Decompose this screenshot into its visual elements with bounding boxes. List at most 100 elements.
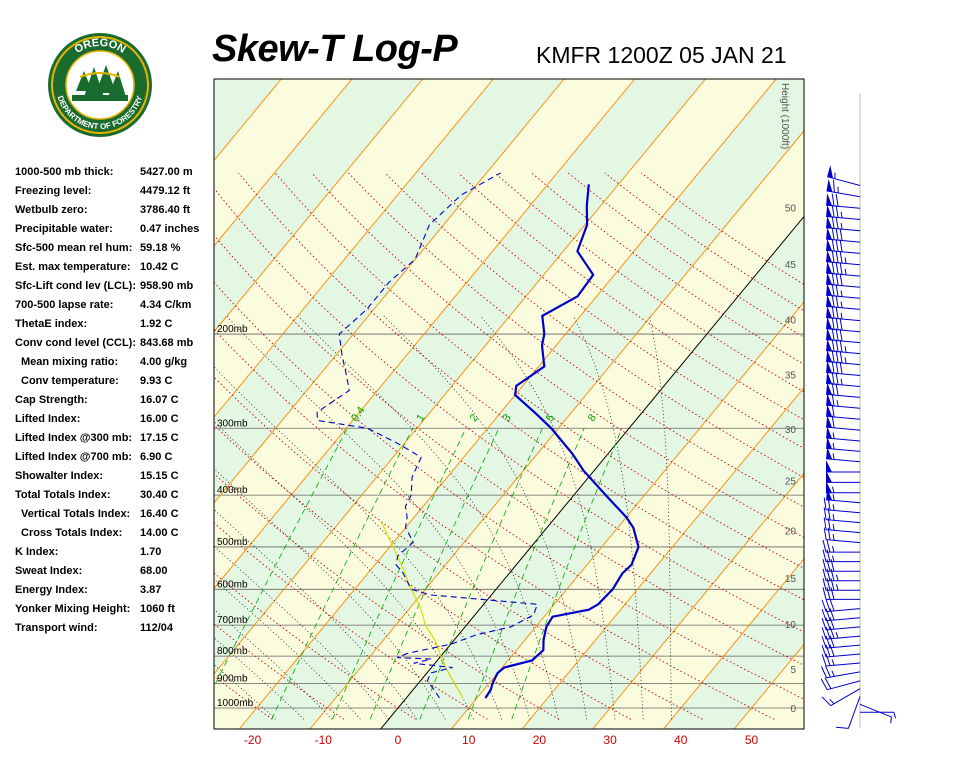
index-label: Cross Totals Index: <box>21 527 123 539</box>
index-label: Energy Index: <box>15 584 88 596</box>
height-tick-label: 0 <box>790 704 796 715</box>
index-value: 1.92 C <box>140 318 173 330</box>
index-label: Transport wind: <box>15 622 98 634</box>
index-label: Precipitable water: <box>15 223 113 235</box>
wind-barb <box>826 349 861 366</box>
isotherm-line <box>238 79 777 729</box>
index-value: 10.42 C <box>140 261 179 273</box>
dry-adiabat <box>214 522 488 720</box>
index-label: Freezing level: <box>15 185 92 197</box>
wind-barb <box>826 460 860 473</box>
index-value: 958.90 mb <box>140 280 194 292</box>
index-label: Est. max temperature: <box>15 261 131 273</box>
moist-adiabat <box>214 509 418 720</box>
dry-adiabat <box>274 172 804 569</box>
mixing-ratio-line <box>369 428 500 720</box>
freezing-isotherm <box>380 215 804 729</box>
x-tick-label: 30 <box>603 733 617 747</box>
pressure-label: 600mb <box>217 579 248 590</box>
isotherm-line <box>309 130 804 729</box>
x-tick-label: -20 <box>244 733 262 747</box>
wind-barb <box>826 227 861 243</box>
station-label: KMFR 1200Z 05 JAN 21 <box>536 42 787 68</box>
index-value: 30.40 C <box>140 489 179 501</box>
pressure-label: 700mb <box>217 615 248 626</box>
x-tick-label: 0 <box>395 733 402 747</box>
wind-barb <box>826 371 861 387</box>
pressure-label: 500mb <box>217 537 248 548</box>
index-label: Lifted Index: <box>15 413 81 425</box>
temperature-band <box>0 79 69 729</box>
pressure-label: 900mb <box>217 674 248 685</box>
wind-barb <box>821 644 861 658</box>
pressure-label: 800mb <box>217 646 248 657</box>
isotherm-line <box>214 79 424 333</box>
dry-adiabat <box>0 173 129 719</box>
mixing-ratio-label: 5 <box>544 412 557 424</box>
index-value: 5427.00 m <box>140 166 193 178</box>
dry-adiabat <box>214 281 804 700</box>
wind-barb <box>826 179 861 198</box>
dry-adiabat <box>214 187 804 633</box>
temperature-band <box>214 79 777 729</box>
index-value: 1060 ft <box>140 603 175 615</box>
index-label: Lifted Index @700 mb: <box>15 451 133 463</box>
wind-barb <box>823 527 861 544</box>
index-label: Conv temperature: <box>21 375 119 387</box>
index-label: Vertical Totals Index: <box>21 508 131 520</box>
isotherm-line <box>451 301 804 729</box>
index-label: Sfc-500 mean rel hum: <box>15 242 133 254</box>
mixing-ratio-line <box>467 428 585 720</box>
wind-barb <box>859 703 892 724</box>
wind-barb <box>826 204 861 220</box>
wind-barb <box>826 360 861 376</box>
index-value: 112/04 <box>140 622 174 634</box>
temperature-band <box>239 79 804 729</box>
mixing-ratio-line <box>332 428 467 720</box>
wind-barb <box>836 696 861 729</box>
plot-frame <box>213 78 805 730</box>
wind-barb <box>826 305 861 322</box>
svg-text:OREGON: OREGON <box>73 37 128 56</box>
pressure-label: 400mb <box>217 485 248 496</box>
mixing-ratio-label: 2 <box>468 412 481 424</box>
wind-barb <box>826 415 861 431</box>
wind-barb <box>826 338 861 355</box>
isotherm-line <box>0 79 69 729</box>
height-tick-label: 15 <box>785 574 797 585</box>
height-tick-label: 50 <box>785 203 797 214</box>
index-value: 16.07 C <box>140 394 179 406</box>
mixing-ratio-line <box>214 428 348 688</box>
temperature-line <box>484 184 640 699</box>
wind-barb <box>826 215 861 232</box>
wind-barb <box>821 665 861 679</box>
wind-barb <box>860 711 896 719</box>
wind-barb <box>826 261 861 277</box>
isotherm-line <box>0 79 211 729</box>
index-label: Total Totals Index: <box>15 489 111 501</box>
wind-barb <box>826 327 861 344</box>
isotherm-line <box>214 79 636 590</box>
dry-adiabat <box>0 173 201 719</box>
wind-barb <box>820 677 861 691</box>
index-value: 6.90 C <box>140 451 173 463</box>
wind-barb <box>822 568 860 582</box>
mixing-ratio-label: 3 <box>500 412 513 424</box>
isotherm-line <box>214 79 353 247</box>
index-value: 4.00 g/kg <box>140 356 188 368</box>
isotherm-line <box>663 558 804 729</box>
pressure-label: 200mb <box>217 324 248 335</box>
index-label: Mean mixing ratio: <box>21 356 119 368</box>
wind-barb <box>826 249 861 266</box>
index-value: 1.70 <box>140 546 162 558</box>
x-tick-label: -10 <box>315 733 333 747</box>
moist-adiabat <box>214 545 389 720</box>
height-axis-label: Height (1000ft) <box>779 83 790 149</box>
x-tick-label: 40 <box>674 733 688 747</box>
wind-barb <box>826 404 861 420</box>
wind-barb <box>821 617 861 631</box>
wind-barb <box>826 480 860 494</box>
index-label: Conv cond level (CCL): <box>15 337 137 349</box>
index-label: Sfc-Lift cond lev (LCL): <box>15 280 136 292</box>
